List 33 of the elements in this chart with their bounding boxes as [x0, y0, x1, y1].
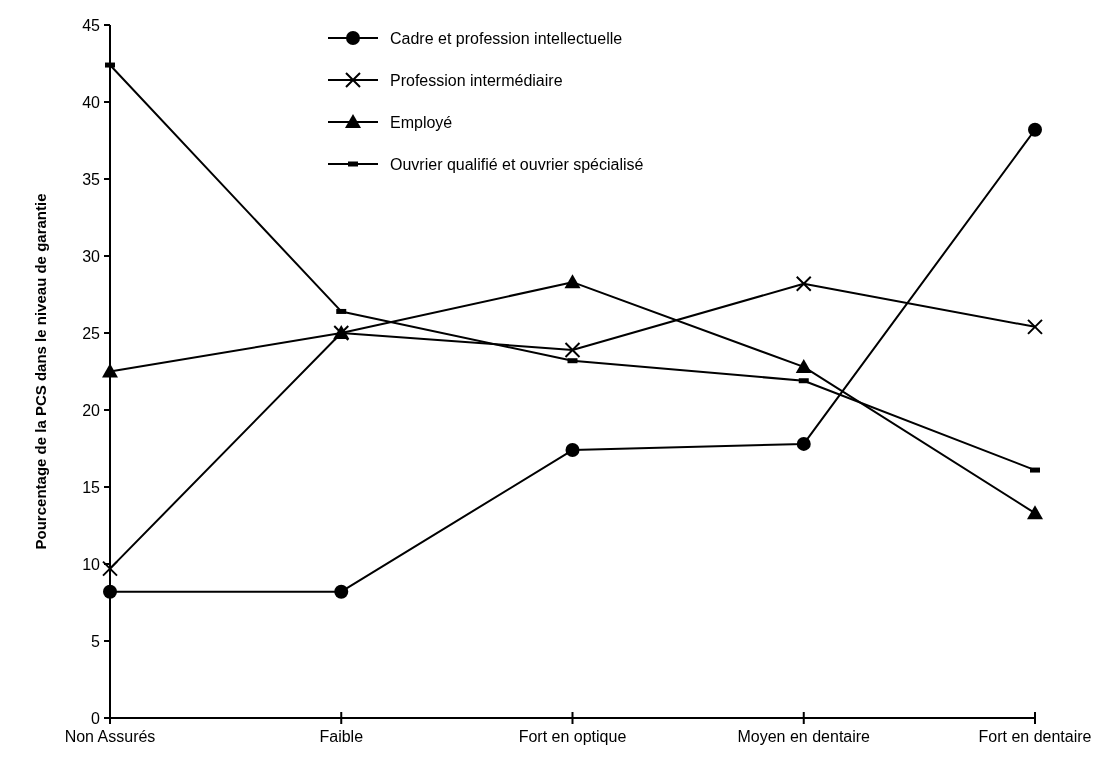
point: [103, 584, 117, 599]
legend-label: Cadre et profession intellectuelle: [390, 29, 623, 47]
point: [565, 443, 580, 458]
y-tick-label: 25: [82, 324, 101, 342]
x-tick-label: Fort en optique: [518, 728, 627, 745]
x-tick-label: Moyen en dentaire: [737, 728, 871, 745]
legend-label: Ouvrier qualifié et ouvrier spécialisé: [390, 155, 644, 173]
y-tick-label: 15: [82, 478, 101, 496]
y-tick-label: 5: [91, 632, 101, 650]
x-tick-label: Fort en dentaire: [978, 728, 1092, 745]
point: [1027, 505, 1043, 520]
x-tick-label: Faible: [319, 728, 364, 745]
y-axis-title: Pourcentage de la PCS dans le niveau de garantie: [32, 193, 49, 550]
y-tick-label: 10: [82, 555, 101, 573]
point: [102, 560, 118, 577]
legend-label: Profession intermédiaire: [390, 71, 563, 89]
y-tick-label: 30: [82, 247, 101, 265]
point: [334, 584, 349, 599]
point: [795, 358, 812, 373]
point: [796, 436, 811, 451]
point: [564, 341, 581, 358]
point: [102, 363, 118, 378]
legend-label: Employé: [390, 113, 453, 131]
y-tick-label: 35: [82, 170, 101, 188]
y-tick-label: 45: [82, 16, 101, 34]
x-tick-label: Non Assurés: [64, 728, 156, 745]
y-tick-label: 40: [82, 93, 101, 111]
point: [1028, 122, 1042, 137]
y-tick-label: 0: [91, 709, 101, 727]
point: [564, 274, 581, 289]
y-tick-label: 20: [82, 401, 101, 419]
point: [1027, 318, 1043, 335]
point: [795, 275, 812, 292]
